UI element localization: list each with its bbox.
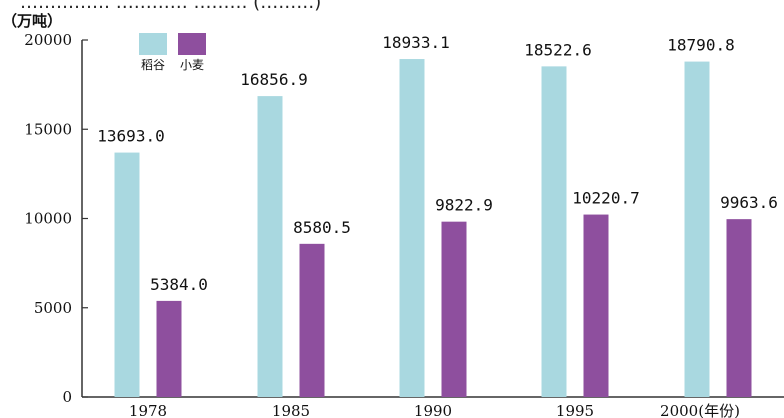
x-axis-ticks: 1978 1985 1990 1995 2000(年份) [129, 402, 740, 418]
data-label-wheat-1990: 9822.9 [435, 196, 493, 215]
x-tick-label-1990: 1990 [414, 402, 452, 418]
x-tick-label-1995: 1995 [556, 402, 594, 418]
bar-wheat-1995 [583, 214, 609, 397]
legend-swatch-rice [139, 33, 167, 55]
x-tick-label-1978: 1978 [129, 402, 167, 418]
data-label-wheat-2000: 9963.6 [720, 193, 778, 212]
bar-wheat-1990 [441, 221, 467, 397]
bar-rice-2000 [684, 61, 710, 397]
legend-label-wheat: 小麦 [180, 58, 204, 72]
y-tick-label: 20000 [24, 31, 72, 49]
y-axis-ticks: 0 5000 10000 15000 20000 [24, 31, 88, 406]
bar-rice-1990 [399, 59, 425, 398]
bar-wheat-1978 [156, 300, 182, 397]
data-label-wheat-1995: 10220.7 [572, 189, 639, 208]
cropped-header-text: …………… ………… ……… (………) [20, 0, 321, 13]
y-axis-unit-label: （万吨） [2, 12, 62, 30]
data-label-rice-2000: 18790.8 [667, 36, 734, 55]
bar-rice-1985 [257, 96, 283, 397]
x-tick-label-2000: 2000(年份) [660, 402, 740, 418]
bar-rice-1978 [114, 152, 140, 397]
bars-group [114, 59, 752, 398]
y-tick-label: 10000 [24, 210, 72, 228]
x-tick-label-1985: 1985 [272, 402, 310, 418]
bar-wheat-1985 [299, 243, 325, 397]
data-label-rice-1978: 13693.0 [97, 127, 164, 146]
y-tick-label: 0 [62, 388, 72, 406]
legend-swatch-wheat [178, 33, 206, 55]
y-tick-label: 15000 [24, 120, 72, 138]
legend-label-rice: 稻谷 [141, 58, 165, 72]
data-labels-group: 13693.0 5384.0 16856.9 8580.5 18933.1 9822.9 1… [97, 33, 778, 294]
x-axis-unit-label: (年份) [698, 402, 740, 418]
bar-wheat-2000 [726, 219, 752, 397]
bar-rice-1995 [541, 66, 567, 398]
data-label-rice-1985: 16856.9 [240, 70, 307, 89]
data-label-rice-1990: 18933.1 [382, 33, 449, 52]
y-tick-label: 5000 [34, 299, 72, 317]
legend: 稻谷 小麦 [139, 33, 206, 72]
data-label-rice-1995: 18522.6 [524, 40, 591, 59]
data-label-wheat-1985: 8580.5 [293, 218, 351, 237]
data-label-wheat-1978: 5384.0 [150, 275, 208, 294]
